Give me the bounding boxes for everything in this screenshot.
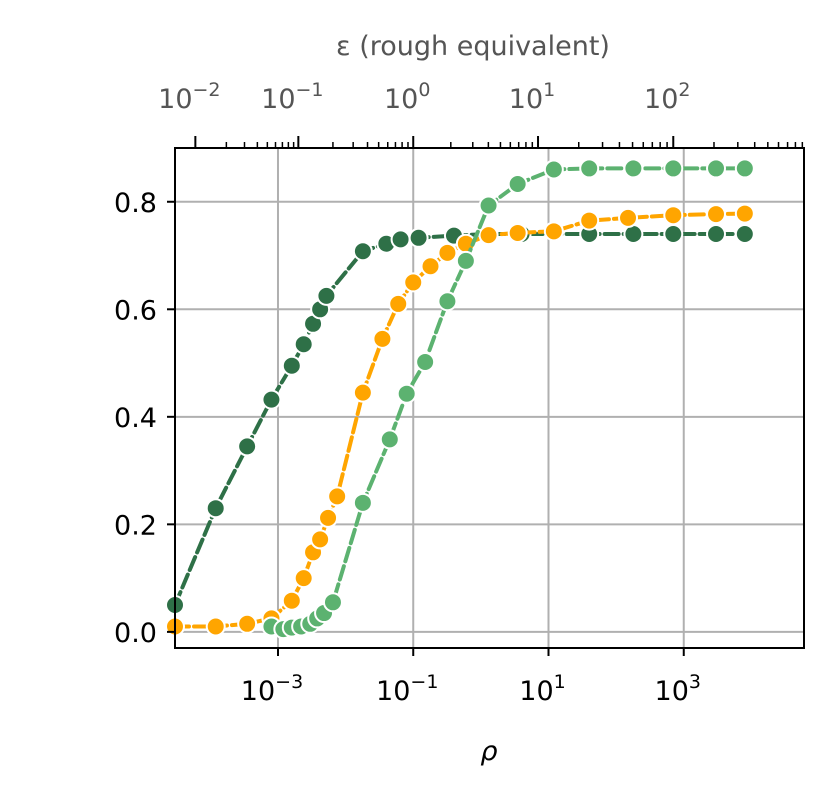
series-2-point bbox=[372, 328, 393, 349]
top-tick-label: 102 bbox=[644, 79, 690, 115]
x-tick-base: 10 bbox=[519, 676, 553, 707]
series-3-point bbox=[455, 250, 476, 271]
series-1-point bbox=[706, 224, 727, 245]
series-3-point bbox=[322, 592, 343, 613]
series-1-point bbox=[352, 241, 373, 262]
y-tick-label: 0.0 bbox=[114, 618, 157, 649]
x-tick-base: 10 bbox=[241, 676, 275, 707]
series-2-point bbox=[327, 486, 348, 507]
y-tick-label: 0.8 bbox=[114, 188, 157, 219]
y-tick-label: 0.2 bbox=[114, 510, 157, 541]
series-2-point bbox=[437, 242, 458, 263]
labels-layer: ρ ε (rough equivalent) bbox=[336, 31, 610, 767]
series-3-point bbox=[379, 429, 400, 450]
series-3-line bbox=[269, 166, 747, 632]
series-2-point bbox=[543, 221, 564, 242]
series-layer bbox=[165, 158, 755, 640]
series-1-point bbox=[293, 334, 314, 355]
series-2-point bbox=[318, 507, 339, 528]
series-1-line bbox=[173, 232, 747, 607]
top-tick-exponent: −2 bbox=[193, 79, 221, 101]
series-1-point bbox=[316, 285, 337, 306]
series-3-point bbox=[478, 195, 499, 216]
series-3-point bbox=[507, 174, 528, 195]
series-3-point bbox=[543, 159, 564, 180]
x-tick-label: 10−1 bbox=[376, 671, 438, 707]
series-2-point bbox=[237, 613, 258, 634]
series-2-point bbox=[293, 568, 314, 589]
series-2-point bbox=[734, 203, 755, 224]
series-3-point bbox=[663, 158, 684, 179]
series-3-point bbox=[396, 383, 417, 404]
top-tick-exponent: 0 bbox=[418, 79, 430, 101]
x-axis-title: ρ bbox=[480, 736, 497, 767]
series-2-point bbox=[310, 529, 331, 550]
top-tick-base: 10 bbox=[384, 84, 418, 115]
top-tick-exponent: 2 bbox=[678, 79, 690, 101]
x-tick-exponent: 1 bbox=[554, 671, 566, 693]
series-1-point bbox=[237, 436, 258, 457]
top-axis-title: ε (rough equivalent) bbox=[336, 31, 610, 62]
series-2-point bbox=[205, 616, 226, 637]
series-3-point bbox=[352, 492, 373, 513]
series-2-point bbox=[403, 272, 424, 293]
x-tick-base: 10 bbox=[655, 676, 689, 707]
top-tick-base: 10 bbox=[509, 84, 543, 115]
series-2-point bbox=[420, 256, 441, 277]
x-tick-label: 103 bbox=[655, 671, 701, 707]
top-tick-base: 10 bbox=[261, 84, 295, 115]
top-tick-label: 10−1 bbox=[261, 79, 323, 115]
series-3-point bbox=[734, 158, 755, 179]
series-2-point bbox=[507, 222, 528, 243]
series-1-point bbox=[281, 355, 302, 376]
series-2-point bbox=[281, 590, 302, 611]
x-tick-label: 101 bbox=[519, 671, 565, 707]
x-tick-exponent: −1 bbox=[410, 671, 438, 693]
x-tick-base: 10 bbox=[376, 676, 410, 707]
series-2-point bbox=[352, 382, 373, 403]
x-tick-label: 10−3 bbox=[241, 671, 303, 707]
series-1-point bbox=[663, 224, 684, 245]
top-tick-label: 101 bbox=[509, 79, 555, 115]
x-tick-exponent: 3 bbox=[689, 671, 701, 693]
series-1-point bbox=[390, 229, 411, 250]
series-2-point bbox=[388, 293, 409, 314]
series-2-point bbox=[478, 225, 499, 246]
x-tick-exponent: −3 bbox=[275, 671, 303, 693]
top-tick-label: 100 bbox=[384, 79, 430, 115]
series-3-point bbox=[706, 158, 727, 179]
y-tick-label: 0.4 bbox=[114, 403, 157, 434]
series-2-point bbox=[618, 207, 639, 228]
series-1-point bbox=[734, 224, 755, 245]
series-3-point bbox=[623, 158, 644, 179]
top-tick-exponent: 1 bbox=[543, 79, 555, 101]
y-tick-label: 0.6 bbox=[114, 295, 157, 326]
series-3-point bbox=[437, 291, 458, 312]
top-tick-label: 10−2 bbox=[158, 79, 220, 115]
series-2-point bbox=[663, 205, 684, 226]
series-1-point bbox=[261, 389, 282, 410]
series-2-point bbox=[706, 204, 727, 225]
top-tick-exponent: −1 bbox=[296, 79, 324, 101]
series-1-point bbox=[205, 498, 226, 519]
plot-frame bbox=[174, 147, 805, 649]
top-tick-base: 10 bbox=[158, 84, 192, 115]
series-1-point bbox=[408, 227, 429, 248]
series-2-point bbox=[579, 210, 600, 231]
top-tick-base: 10 bbox=[644, 84, 678, 115]
series-3-point bbox=[415, 351, 436, 372]
series-3-point bbox=[579, 158, 600, 179]
